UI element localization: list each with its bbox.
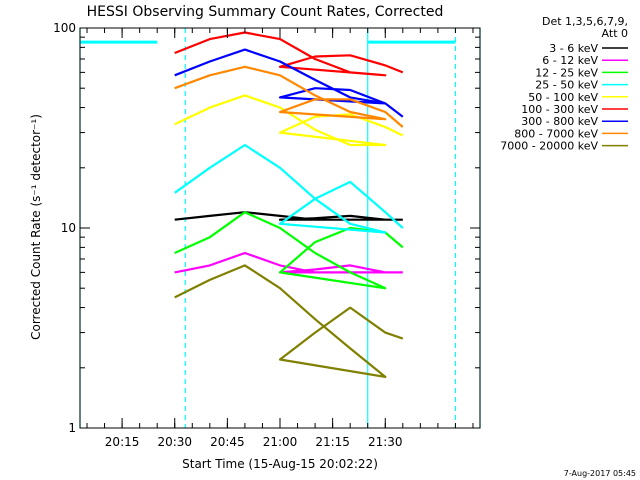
x-tick-label: 20:15 [105,435,140,449]
series-line [174,143,404,234]
x-tick-label: 20:30 [157,435,192,449]
legend-entry-label: 300 - 800 keV [521,115,598,128]
legend-entry-label: 25 - 50 keV [535,79,598,92]
x-axis-label: Start Time (15-Aug-15 20:02:22) [182,457,378,471]
legend-entry-label: 100 - 300 keV [521,103,598,116]
y-axis-label: Corrected Count Rate (s⁻¹ detector⁻¹) [29,114,43,340]
series-line [174,65,404,128]
legend-entry-label: 800 - 7000 keV [514,127,598,140]
series-line [174,264,404,378]
series-line [174,211,404,290]
y-tick-label: 1 [68,421,76,435]
series-line [174,31,404,77]
series-line [174,48,404,118]
series-line [174,251,403,274]
legend-entry-label: 3 - 6 keV [549,42,598,55]
footer-timestamp: 7-Aug-2017 05:45 [564,469,636,478]
legend-entry-label: 50 - 100 keV [528,91,598,104]
y-tick-label: 10 [61,221,76,235]
y-tick-label: 100 [53,21,76,35]
legend-entry-label: 6 - 12 keV [542,54,598,67]
legend-entry-label: 7000 - 20000 keV [500,140,598,153]
chart-title: HESSI Observing Summary Count Rates, Cor… [87,4,444,20]
x-tick-label: 20:45 [210,435,245,449]
series-line [174,211,403,221]
series-group [174,31,404,378]
legend-entry-label: 12 - 25 keV [535,66,598,79]
legend-header-line-2: Att 0 [602,27,628,40]
legend-header-line-1: Det 1,3,5,6,7,9, [542,15,628,28]
x-tick-label: 21:15 [315,435,350,449]
x-tick-label: 21:00 [263,435,298,449]
axes: 1 10 100 20:15 20:30 20:45 21:00 21:15 21:30 [53,21,481,449]
x-tick-label: 21:30 [368,435,403,449]
